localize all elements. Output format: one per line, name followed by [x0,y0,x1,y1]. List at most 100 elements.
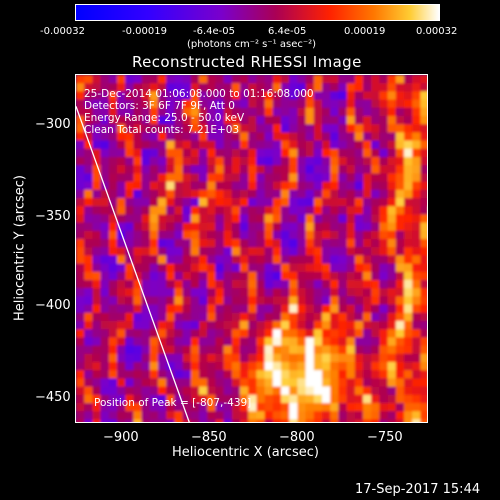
image-pixel [363,321,372,330]
image-pixel [174,280,184,289]
image-pixel [404,296,413,306]
image-pixel [387,83,397,92]
image-pixel [76,181,85,191]
image-pixel [305,214,315,224]
image-pixel [313,288,323,297]
image-pixel [240,394,249,404]
image-pixel [420,75,427,84]
image-pixel [182,148,192,158]
image-pixel [281,148,290,158]
image-pixel [174,411,184,420]
image-pixel [379,99,389,109]
image-pixel [297,75,307,84]
image-pixel [117,394,126,404]
image-pixel [404,173,413,183]
image-pixel [420,247,427,256]
image-pixel [420,140,427,150]
image-pixel [363,75,372,84]
image-pixel [182,321,192,330]
image-pixel [125,321,134,330]
image-pixel [182,116,192,125]
image-pixel [379,403,389,412]
image-pixel [272,107,282,117]
image-pixel [264,124,274,133]
image-pixel [108,304,118,314]
image-pixel [158,198,167,207]
image-pixel [240,83,249,92]
image-pixel [420,312,427,322]
image-pixel [92,157,102,166]
image-pixel [133,255,143,265]
image-pixel [158,288,167,297]
image-pixel [281,140,290,150]
image-pixel [379,239,389,248]
image-pixel [330,321,339,330]
image-pixel [354,255,364,265]
image-pixel [330,165,339,174]
image-pixel [149,230,159,240]
image-pixel [313,157,323,166]
image-pixel [231,419,241,422]
image-pixel [297,271,307,281]
image-pixel [256,140,266,150]
image-pixel [313,165,323,174]
image-pixel [272,411,282,420]
y-tick-label: −400 [35,298,71,313]
image-pixel [305,140,315,150]
image-pixel [387,288,397,297]
image-pixel [379,83,389,92]
image-pixel [231,353,241,363]
image-pixel [371,165,380,174]
image-pixel [379,206,389,215]
image-pixel [330,157,339,166]
image-pixel [297,329,307,338]
image-pixel [297,181,307,191]
image-pixel [158,362,167,371]
image-pixel [158,394,167,404]
image-pixel [346,321,356,330]
image-pixel [338,148,348,158]
image-pixel [272,157,282,166]
image-pixel [371,280,380,289]
image-pixel [272,312,282,322]
image-pixel [404,288,413,297]
image-pixel [100,296,110,306]
image-pixel [297,91,307,101]
image-pixel [166,157,175,166]
image-pixel [125,140,134,150]
image-pixel [412,239,421,248]
image-pixel [322,378,331,388]
image-pixel [322,198,331,207]
image-pixel [207,222,216,232]
image-pixel [256,99,266,109]
image-pixel [182,255,192,265]
image-pixel [231,370,241,379]
image-pixel [363,403,372,412]
image-pixel [174,370,184,379]
image-pixel [141,337,151,347]
image-pixel [108,116,118,125]
image-pixel [76,198,85,207]
image-pixel [264,83,274,92]
image-pixel [281,198,290,207]
image-pixel [338,157,348,166]
image-pixel [363,124,372,133]
image-pixel [76,222,85,232]
image-pixel [264,312,274,322]
image-pixel [117,312,126,322]
image-pixel [313,222,323,232]
image-pixel [199,329,208,338]
image-pixel [207,394,216,404]
image-pixel [182,198,192,207]
image-pixel [125,198,134,207]
image-pixel [297,288,307,297]
image-pixel [289,230,298,240]
image-pixel [141,189,151,199]
image-pixel [248,148,257,158]
image-pixel [420,329,427,338]
image-pixel [330,345,339,355]
image-pixel [141,255,151,265]
image-pixel [190,107,200,117]
image-pixel [412,419,421,422]
image-pixel [322,337,331,347]
